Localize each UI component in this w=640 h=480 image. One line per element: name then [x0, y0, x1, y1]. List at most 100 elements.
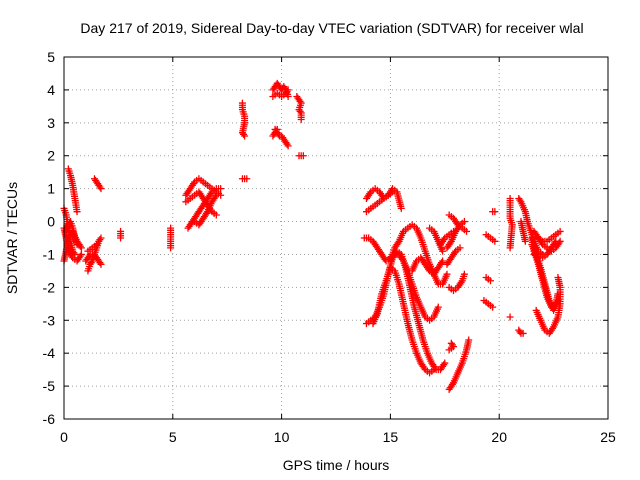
grid-lines	[64, 57, 608, 419]
data-point	[440, 236, 448, 244]
y-tick-label: -2	[43, 279, 56, 295]
data-point	[440, 361, 448, 369]
data-point	[299, 152, 307, 160]
data-point	[212, 211, 220, 219]
y-tick-label: 0	[47, 214, 55, 230]
data-point	[389, 188, 397, 196]
data-point	[284, 142, 292, 150]
data-point	[68, 252, 76, 260]
data-point	[549, 325, 557, 332]
data-point	[438, 259, 446, 267]
y-tick-label: 4	[47, 82, 55, 98]
data-point	[217, 185, 225, 193]
data-point	[96, 183, 104, 191]
data-point	[366, 190, 374, 198]
data-point	[506, 313, 514, 321]
y-tick-label: -1	[43, 246, 56, 262]
data-point	[463, 227, 471, 235]
data-point	[448, 341, 456, 349]
data-point	[97, 185, 105, 193]
data-point	[439, 247, 447, 255]
data-point	[451, 249, 459, 257]
data-point	[448, 380, 456, 388]
y-tick-label: -4	[43, 345, 56, 361]
data-point	[87, 259, 95, 267]
data-point	[431, 364, 439, 372]
y-axis-label: SDTVAR / TECUs	[4, 182, 20, 294]
y-tick-labels: -6 -5 -4 -3 -2 -1 0 1 2 3 4 5	[43, 49, 56, 427]
data-point	[77, 244, 85, 252]
data-point	[73, 208, 81, 216]
data-point	[491, 237, 499, 245]
data-point	[241, 132, 249, 140]
data-point	[273, 125, 281, 133]
y-tick-label: 3	[47, 115, 55, 131]
data-point	[207, 190, 215, 198]
x-tick-labels: 0 5 10 15 20 25	[60, 429, 616, 445]
data-point	[446, 239, 454, 247]
data-point	[284, 86, 292, 94]
data-point	[447, 339, 455, 347]
data-point	[96, 259, 104, 267]
data-point	[117, 234, 125, 242]
axis-ticks	[63, 56, 609, 420]
data-point	[460, 270, 468, 278]
data-point	[77, 250, 85, 258]
data-point	[554, 273, 562, 281]
y-tick-label: 5	[47, 49, 55, 65]
plot-frame	[63, 56, 609, 420]
data-point	[189, 180, 197, 188]
data-point	[556, 227, 564, 235]
data-point	[434, 303, 442, 311]
data-point	[465, 336, 473, 344]
y-tick-label: 2	[47, 148, 55, 164]
data-point	[167, 244, 175, 252]
data-point	[97, 260, 105, 268]
data-point	[455, 222, 463, 230]
data-point	[397, 204, 405, 212]
data-point	[73, 241, 81, 249]
data-point	[394, 239, 402, 247]
data-point	[240, 130, 248, 138]
data-point	[456, 244, 464, 252]
data-point	[297, 116, 305, 124]
data-point	[203, 209, 211, 217]
data-point	[212, 191, 220, 199]
x-tick-label: 15	[383, 429, 399, 445]
y-tick-label: -6	[43, 411, 56, 427]
x-tick-label: 0	[60, 429, 68, 445]
data-point	[420, 364, 428, 372]
data-point	[96, 236, 104, 244]
data-point	[443, 270, 451, 278]
data-point	[76, 252, 84, 260]
data-point	[489, 303, 497, 311]
data-point	[516, 196, 524, 204]
x-tick-label: 5	[169, 429, 177, 445]
data-point	[441, 359, 449, 367]
y-tick-label: -3	[43, 312, 56, 328]
x-axis-label: GPS time / hours	[283, 457, 390, 473]
data-point	[516, 328, 524, 336]
data-point	[551, 239, 559, 247]
data-point	[486, 277, 494, 285]
data-point	[460, 218, 468, 226]
y-tick-label: 1	[47, 181, 55, 197]
data-point	[283, 140, 291, 148]
x-tick-label: 20	[491, 429, 507, 445]
data-point	[296, 107, 304, 115]
chart-title: Day 217 of 2019, Sidereal Day-to-day VTE…	[80, 20, 583, 36]
data-point	[97, 234, 105, 242]
data-point	[538, 239, 546, 247]
data-point	[93, 241, 101, 249]
data-point	[439, 257, 447, 265]
data-point	[211, 193, 219, 201]
data-point	[457, 278, 465, 286]
data-point	[519, 329, 527, 337]
data-point	[85, 252, 93, 260]
data-point	[506, 244, 514, 252]
data-point	[552, 237, 560, 245]
y-tick-label: -5	[43, 378, 56, 394]
data-point	[243, 175, 251, 183]
data-point	[491, 208, 499, 216]
